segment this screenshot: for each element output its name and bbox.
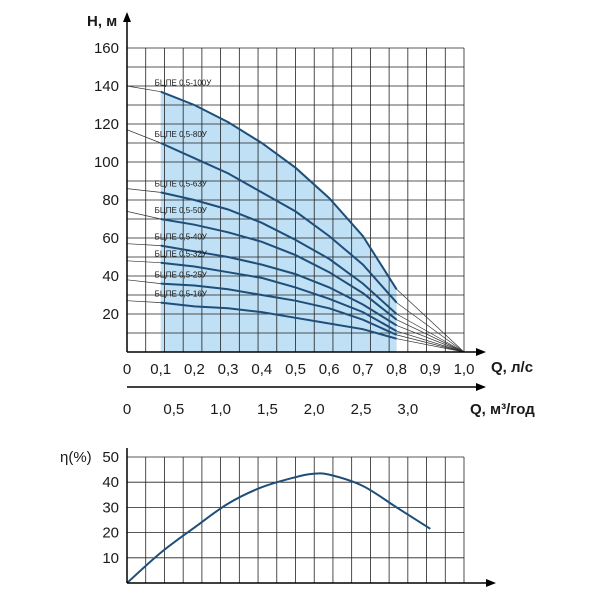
curve-label: БЦПЕ 0,5-80У <box>155 130 208 139</box>
extrapolation-line <box>396 289 465 353</box>
y-tick-label: 140 <box>94 78 119 95</box>
curve-label: БЦПЕ 0,5-32У <box>155 250 208 259</box>
y-tick-label: 30 <box>102 499 119 516</box>
extrapolation-line <box>396 313 465 353</box>
label-leader-line <box>126 260 161 264</box>
x2-axis-arrow <box>476 383 486 391</box>
curve-3 <box>160 218 398 321</box>
label-leader-line <box>126 211 161 220</box>
curve-label: БЦПЕ 0,5-25У <box>155 271 208 280</box>
label-leader-line <box>126 85 161 93</box>
curve-label: БЦПЕ 0,5-50У <box>155 206 208 215</box>
y-tick-label: 10 <box>102 550 119 567</box>
label-leader-line <box>126 188 161 193</box>
x-tick-label: 0 <box>123 361 131 378</box>
curve-5 <box>160 261 398 332</box>
label-leader-line <box>126 129 161 144</box>
head-flow-chart: БЦПЕ 0,5-100У БЦПЕ 0,5-80У БЦПЕ 0,5-63У БЦП… <box>87 12 535 418</box>
curve-6 <box>160 282 398 336</box>
label-leader-line <box>126 279 161 284</box>
curve-label: БЦПЕ 0,5-63У <box>155 179 208 188</box>
y-axis-title: η(%) <box>60 449 92 466</box>
y-tick-label: 20 <box>102 525 119 542</box>
x2-tick-label: 1,5 <box>257 401 278 418</box>
y-tick-label: 120 <box>94 116 119 133</box>
extrapolation-line <box>396 330 465 353</box>
x-tick-label: 0,9 <box>420 361 441 378</box>
extrapolation-line <box>396 325 465 353</box>
x-tick-label: 1,0 <box>454 361 475 378</box>
extrapolation-line <box>396 302 465 353</box>
curve-0 <box>160 90 398 290</box>
x-tick-label: 0,5 <box>285 361 306 378</box>
curve-label: БЦПЕ 0,5-100У <box>155 79 213 88</box>
x2-tick-label: 3,0 <box>397 401 418 418</box>
y-tick-label: 40 <box>102 268 119 285</box>
y-tick-label: 80 <box>102 192 119 209</box>
curve-7 <box>160 301 397 340</box>
x-tick-label: 0,8 <box>386 361 407 378</box>
x-tick-label: 0,1 <box>150 361 171 378</box>
curve-2 <box>160 191 398 315</box>
x-tick-label: 0,6 <box>319 361 340 378</box>
extrapolation-line <box>396 319 465 353</box>
label-leader-line <box>126 300 161 303</box>
x2-tick-label: 2,5 <box>351 401 372 418</box>
y-axis-arrow <box>123 12 131 22</box>
y-tick-label: 60 <box>102 230 119 247</box>
operating-range-area <box>160 91 397 352</box>
efficiency-curve <box>126 472 431 584</box>
x2-tick-label: 0,5 <box>163 401 184 418</box>
label-leader-line <box>126 243 161 246</box>
x-axis-arrow <box>486 579 496 587</box>
y-axis-title: H, м <box>87 13 117 30</box>
x-tick-label: 0,3 <box>218 361 239 378</box>
x2-tick-label: 0 <box>123 401 131 418</box>
curve-label: БЦПЕ 0,5-40У <box>155 233 208 242</box>
curve-4 <box>160 244 398 327</box>
y-tick-label: 40 <box>102 474 119 491</box>
y-tick-label: 20 <box>102 306 119 323</box>
curve-1 <box>160 142 398 304</box>
curve-label: БЦПЕ 0,5-16У <box>155 290 208 299</box>
x-axis-title: Q, л/с <box>491 359 533 376</box>
x2-tick-label: 1,0 <box>210 401 231 418</box>
x2-axis-title: Q, м³/год <box>470 401 535 418</box>
y-tick-label: 50 <box>102 449 119 466</box>
x-tick-label: 0,2 <box>184 361 205 378</box>
x-tick-label: 0,4 <box>251 361 272 378</box>
extrapolation-line <box>396 334 465 353</box>
extrapolation-line <box>396 338 465 353</box>
y-tick-label: 160 <box>94 40 119 57</box>
x-axis-arrow <box>476 348 486 356</box>
x2-tick-label: 2,0 <box>304 401 325 418</box>
x-tick-label: 0,7 <box>352 361 373 378</box>
efficiency-chart: 10 20 30 40 50 η(%) <box>60 448 496 587</box>
y-tick-label: 100 <box>94 154 119 171</box>
